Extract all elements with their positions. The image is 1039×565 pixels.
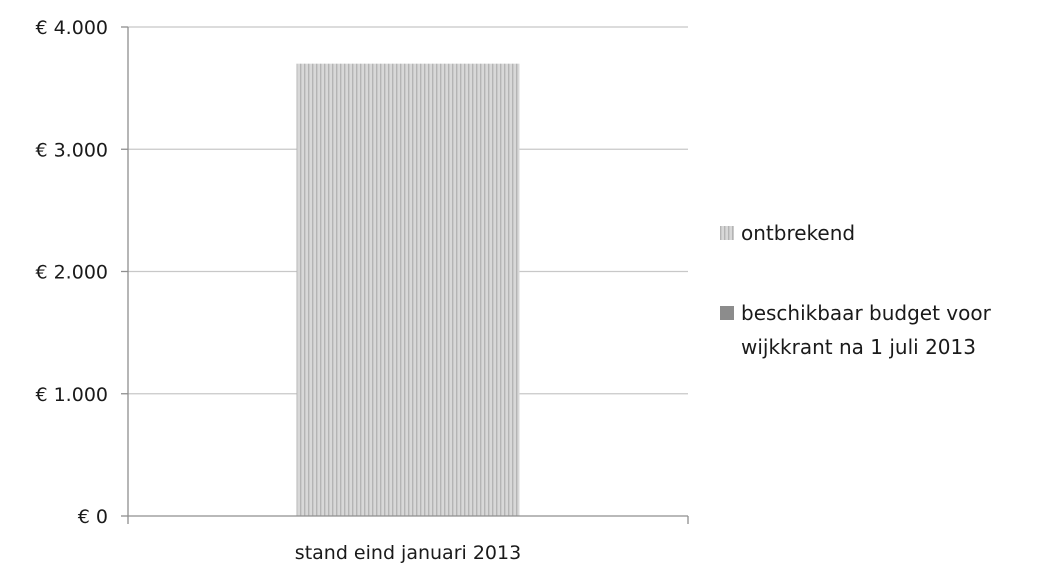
legend: ontbrekend beschikbaar budget voor wijkkr… xyxy=(720,221,992,359)
y-tick-labels: € 0 € 1.000 € 2.000 € 3.000 € 4.000 xyxy=(35,17,108,528)
legend-label-line: wijkkrant na 1 juli 2013 xyxy=(741,335,976,359)
legend-swatch-beschikbaar-budget xyxy=(720,306,734,320)
axes xyxy=(127,27,689,524)
legend-item-beschikbaar-budget: beschikbaar budget voor wijkkrant na 1 ju… xyxy=(720,301,992,359)
legend-item-ontbrekend: ontbrekend xyxy=(720,221,855,245)
legend-label-ontbrekend: ontbrekend xyxy=(741,221,855,245)
legend-label-beschikbaar-budget: beschikbaar budget voor wijkkrant na 1 ju… xyxy=(741,301,992,359)
legend-swatch-ontbrekend xyxy=(720,226,734,240)
category-label: stand eind januari 2013 xyxy=(295,542,521,564)
y-tick-label: € 3.000 xyxy=(35,139,108,161)
y-tick-label: € 4.000 xyxy=(35,17,108,39)
y-tick-label: € 1.000 xyxy=(35,384,108,406)
legend-label-line: beschikbaar budget voor xyxy=(741,301,992,325)
y-tick-label: € 0 xyxy=(78,506,108,528)
y-tick-label: € 2.000 xyxy=(35,262,108,284)
bar-segment xyxy=(296,63,520,517)
bars xyxy=(296,63,520,517)
